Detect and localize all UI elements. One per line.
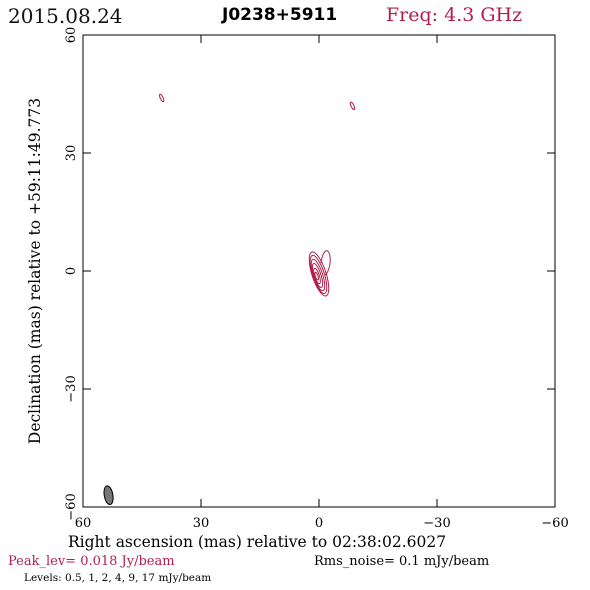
- contour-group: [159, 93, 356, 297]
- plot-frame: [82, 34, 556, 508]
- jet-extension-contour: [320, 250, 331, 276]
- y-tick-label: 60: [64, 27, 79, 44]
- y-tick-label: 30: [64, 145, 79, 162]
- source-name: J0238+5911: [222, 5, 338, 25]
- beam-group: [103, 485, 114, 506]
- x-tick-label: −60: [541, 516, 568, 531]
- observation-date: 2015.08.24: [8, 4, 123, 28]
- x-tick-label: −30: [423, 516, 450, 531]
- beam-ellipse: [103, 485, 114, 506]
- x-tick-label: 30: [193, 516, 210, 531]
- peak-level: Peak_lev= 0.018 Jy/beam: [8, 554, 175, 569]
- x-axis-label: Right ascension (mas) relative to 02:38:…: [68, 533, 447, 551]
- x-tick-label: 60: [75, 516, 92, 531]
- y-tick-label: 0: [64, 267, 79, 275]
- y-tick-label: −30: [64, 375, 79, 402]
- contour-level-1: [308, 251, 330, 297]
- y-axis-label: Declination (mas) relative to +59:11:49.…: [26, 98, 44, 444]
- contour-level-5: [313, 267, 321, 285]
- contour-level-6: [314, 271, 319, 281]
- y-tick-label: −60: [64, 493, 79, 520]
- x-tick-label: 0: [315, 516, 323, 531]
- contour-levels: Levels: 0.5, 1, 2, 4, 9, 17 mJy/beam: [24, 572, 212, 584]
- rms-noise: Rms_noise= 0.1 mJy/beam: [314, 554, 490, 569]
- component-contour-1: [159, 93, 165, 103]
- component-contour-2: [349, 101, 356, 110]
- axis-ticks: 60 30 0 −30 −60 −60 −30 0 30 60: [64, 27, 569, 531]
- frequency-label: Freq: 4.3 GHz: [386, 4, 523, 26]
- contour-level-2: [309, 254, 328, 295]
